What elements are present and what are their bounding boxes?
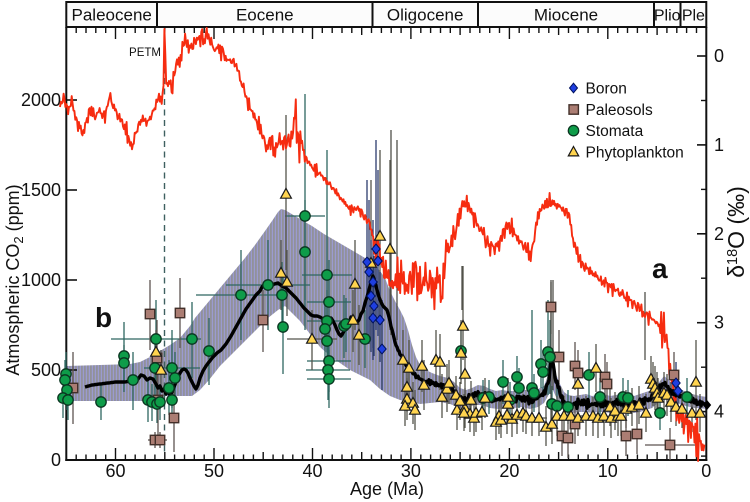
svg-text:0: 0: [714, 46, 724, 66]
svg-text:a: a: [652, 253, 668, 284]
svg-text:1500: 1500: [21, 180, 61, 200]
svg-text:Ple: Ple: [682, 8, 705, 25]
svg-text:40: 40: [302, 461, 322, 481]
svg-text:60: 60: [105, 461, 125, 481]
svg-text:20: 20: [499, 461, 519, 481]
svg-text:500: 500: [31, 360, 61, 380]
svg-text:1000: 1000: [21, 270, 61, 290]
svg-text:0: 0: [51, 450, 61, 470]
svg-text:Atmospheric CO2 (ppm): Atmospheric CO2 (ppm): [3, 184, 26, 375]
svg-text:10: 10: [598, 461, 618, 481]
svg-text:Age (Ma): Age (Ma): [350, 479, 424, 499]
svg-text:30: 30: [401, 461, 421, 481]
svg-text:Paleosols: Paleosols: [586, 102, 653, 119]
svg-text:3: 3: [714, 313, 724, 333]
svg-text:Plio: Plio: [654, 8, 681, 25]
svg-text:δ18O (‰): δ18O (‰): [723, 186, 749, 278]
svg-text:Miocene: Miocene: [534, 6, 598, 25]
svg-text:Boron: Boron: [586, 81, 627, 98]
svg-text:Stomata: Stomata: [586, 123, 644, 140]
svg-text:2000: 2000: [21, 90, 61, 110]
svg-text:Phytoplankton: Phytoplankton: [586, 144, 684, 161]
svg-text:0: 0: [701, 461, 711, 481]
svg-text:Paleocene: Paleocene: [72, 6, 152, 25]
svg-text:b: b: [95, 302, 112, 333]
svg-text:1: 1: [714, 135, 724, 155]
svg-text:PETM: PETM: [129, 47, 161, 59]
svg-text:4: 4: [714, 402, 724, 422]
svg-text:Oligocene: Oligocene: [387, 6, 464, 25]
svg-text:Eocene: Eocene: [236, 6, 294, 25]
svg-text:50: 50: [204, 461, 224, 481]
svg-text:2: 2: [714, 224, 724, 244]
